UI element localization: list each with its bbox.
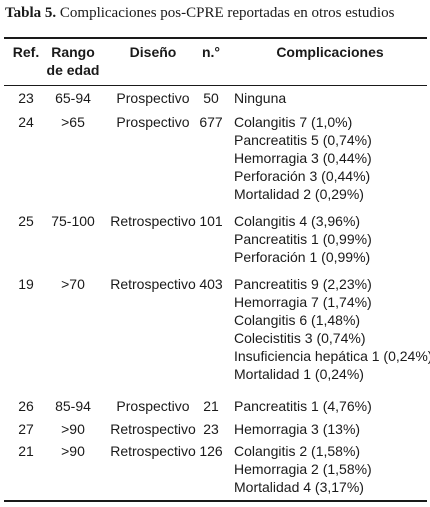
complication-item: Colecistitis 3 (0,74%) [234,330,366,346]
row-n: 126 [199,443,223,459]
row-ref: 27 [18,421,34,437]
complication-item: Pancreatitis 5 (0,74%) [234,132,372,148]
table-caption-label: Tabla 5. [5,5,57,21]
row-design: Retrospectivo [110,443,196,459]
complication-item: Insuficiencia hepática 1 (0,24%) [234,348,430,364]
complication-item: Hemorragia 3 (13%) [234,421,361,437]
complication-item: Hemorragia 2 (1,58%) [234,461,372,477]
row-design: Retrospectivo [110,213,196,229]
complication-item: Colangitis 2 (1,58%) [234,443,361,459]
complication-item: Pancreatitis 1 (4,76%) [234,398,372,414]
row-ref: 21 [18,443,34,459]
complication-item: Pancreatitis 1 (0,99%) [234,231,372,247]
table-header-rule [4,85,427,86]
row-age-range: 85-94 [55,398,91,414]
row-age-range: >65 [61,114,85,130]
row-complications: Hemorragia 3 (13%) [234,420,360,438]
row-design: Retrospectivo [110,276,196,292]
row-age-range: 65-94 [55,90,91,106]
complication-item: Colangitis 6 (1,48%) [234,312,361,328]
row-n: 21 [203,398,219,414]
complication-item: Perforación 3 (0,44%) [234,168,371,184]
header-n: n.° [201,44,221,60]
header-ref: Ref. [12,44,40,60]
row-ref: 24 [18,114,34,130]
row-age-range: >70 [61,276,85,292]
complication-item: Mortalidad 4 (3,17%) [234,479,364,495]
row-ref: 23 [18,90,34,106]
complication-item: Pancreatitis 9 (2,23%) [234,276,372,292]
complication-item: Colangitis 7 (1,0%) [234,114,353,130]
row-design: Prospectivo [116,114,190,130]
row-age-range: 75-100 [51,213,95,229]
complication-item: Hemorragia 7 (1,74%) [234,294,372,310]
complication-item: Perforación 1 (0,99%) [234,249,371,265]
complication-item: Mortalidad 2 (0,29%) [234,186,364,202]
row-complications: Pancreatitis 9 (2,23%) Hemorragia 7 (1,74… [234,275,430,383]
row-ref: 19 [18,276,34,292]
row-complications: Colangitis 4 (3,96%) Pancreatitis 1 (0,99… [234,212,372,266]
complication-item: Mortalidad 1 (0,24%) [234,366,364,382]
header-age-range: Rango de edad [44,43,102,79]
header-age-line-1: Rango [51,44,95,60]
header-age-line-2: de edad [46,62,100,78]
row-n: 23 [203,421,219,437]
row-design: Prospectivo [116,398,190,414]
row-n: 101 [199,213,223,229]
row-complications: Colangitis 7 (1,0%) Pancreatitis 5 (0,74%… [234,113,372,203]
complication-item: Hemorragia 3 (0,44%) [234,150,372,166]
row-n: 677 [199,114,223,130]
table-caption-text: Complicaciones pos-CPRE reportadas en ot… [56,5,395,21]
table-caption: Tabla 5. Complicaciones pos-CPRE reporta… [5,4,429,22]
table-bottom-rule [4,500,427,502]
row-age-range: >90 [61,443,85,459]
header-design: Diseño [129,44,177,60]
row-design: Retrospectivo [110,421,196,437]
complication-item: Colangitis 4 (3,96%) [234,213,361,229]
header-complications: Complicaciones [276,44,384,60]
row-n: 50 [203,90,219,106]
row-age-range: >90 [61,421,85,437]
table-top-rule [4,37,427,39]
row-complications: Ninguna [234,89,286,107]
row-design: Prospectivo [116,90,190,106]
row-ref: 26 [18,398,34,414]
row-n: 403 [199,276,223,292]
row-complications: Colangitis 2 (1,58%) Hemorragia 2 (1,58%)… [234,442,372,496]
row-ref: 25 [18,213,34,229]
complication-item: Ninguna [234,90,287,106]
row-complications: Pancreatitis 1 (4,76%) [234,397,372,415]
